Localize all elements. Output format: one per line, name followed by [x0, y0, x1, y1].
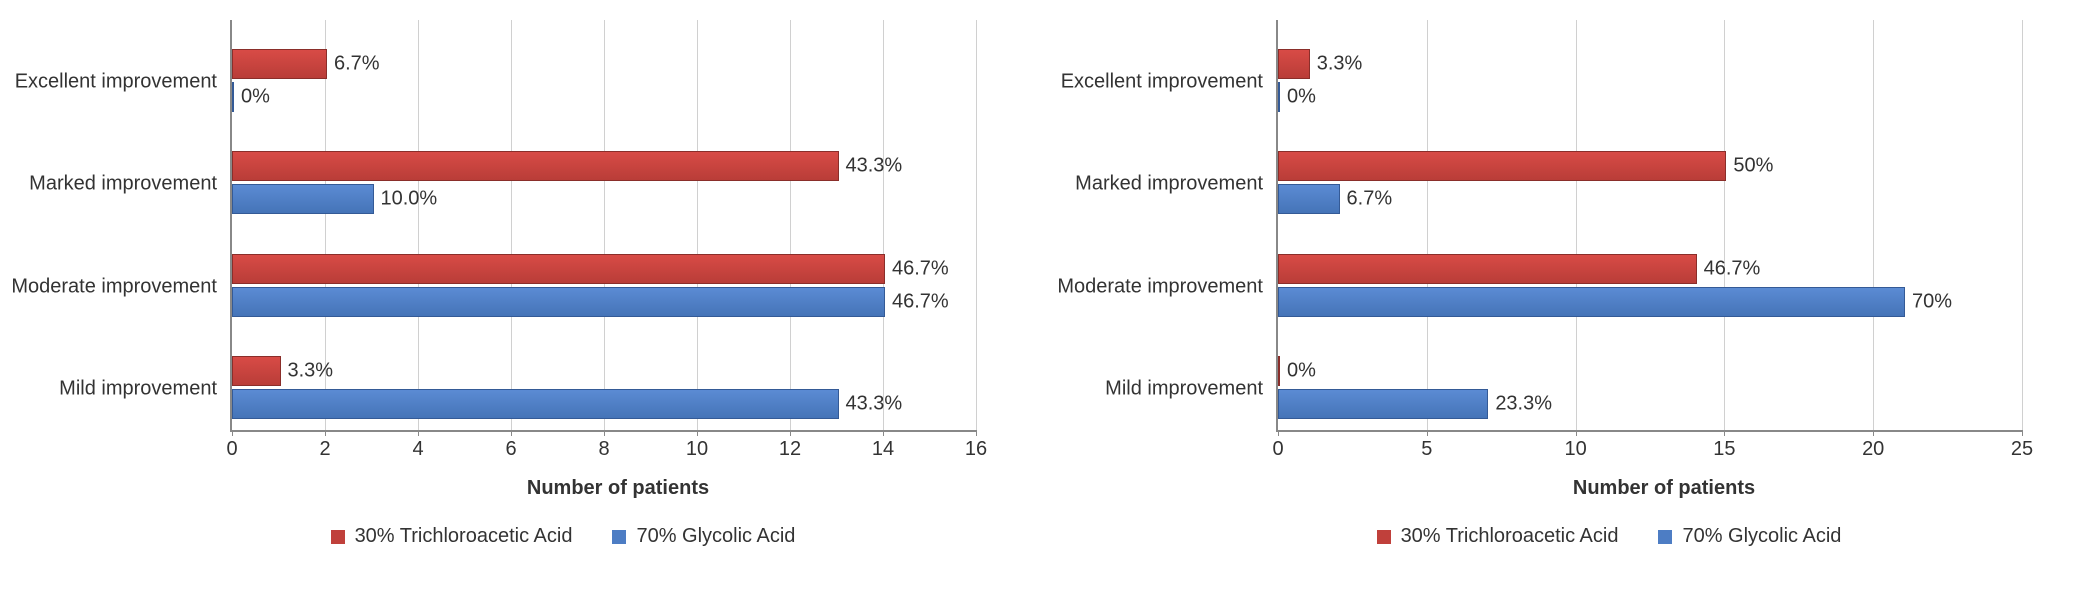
- category-marked: Marked improvement 50% 6.7%: [1278, 143, 2022, 225]
- category-excellent: Excellent improvement 6.7% 0%: [232, 41, 976, 123]
- legend-label: 70% Glycolic Acid: [1682, 525, 1841, 548]
- xtick: 5: [1421, 438, 1432, 461]
- legend-swatch-red: [331, 530, 345, 544]
- bar-tca-moderate: 46.7%: [1278, 254, 1697, 284]
- xtick: 10: [686, 438, 708, 461]
- xtick: 14: [872, 438, 894, 461]
- bar-ga-mild: 23.3%: [1278, 389, 1488, 419]
- bar-tca-mild: 3.3%: [232, 356, 281, 386]
- right-chart-area: Excellent improvement 3.3% 0% Marked imp…: [1276, 20, 2022, 432]
- x-axis-label: Number of patients: [230, 477, 1006, 500]
- left-chart-area: Excellent improvement 6.7% 0% Marked imp…: [230, 20, 976, 432]
- bar-ga-moderate: 70%: [1278, 287, 1905, 317]
- xtick: 10: [1564, 438, 1586, 461]
- bar-tca-moderate: 46.7%: [232, 254, 885, 284]
- bar-tca-excellent: 6.7%: [232, 49, 327, 79]
- bar-label: 70%: [1912, 290, 1952, 313]
- category-moderate: Moderate improvement 46.7% 70%: [1278, 246, 2022, 328]
- legend-item-tca: 30% Trichloroacetic Acid: [1377, 525, 1619, 548]
- bar-label: 50%: [1733, 155, 1773, 178]
- category-label: Marked improvement: [1075, 173, 1263, 196]
- category-label: Excellent improvement: [1061, 70, 1263, 93]
- xtick: 6: [505, 438, 516, 461]
- legend-item-ga: 70% Glycolic Acid: [612, 525, 795, 548]
- xtick: 12: [779, 438, 801, 461]
- xtick: 25: [2011, 438, 2033, 461]
- bar-label: 43.3%: [846, 393, 903, 416]
- bar-label: 46.7%: [892, 257, 949, 280]
- xtick: 4: [412, 438, 423, 461]
- legend-swatch-blue: [1658, 530, 1672, 544]
- legend-swatch-red: [1377, 530, 1391, 544]
- bar-ga-moderate: 46.7%: [232, 287, 885, 317]
- category-label: Mild improvement: [59, 378, 217, 401]
- left-chart-panel: Excellent improvement 6.7% 0% Marked imp…: [0, 0, 1046, 593]
- category-label: Excellent improvement: [15, 70, 217, 93]
- legend-item-tca: 30% Trichloroacetic Acid: [331, 525, 573, 548]
- category-excellent: Excellent improvement 3.3% 0%: [1278, 41, 2022, 123]
- legend-label: 30% Trichloroacetic Acid: [1401, 525, 1619, 548]
- xtick: 20: [1862, 438, 1884, 461]
- bar-ga-marked: 10.0%: [232, 184, 374, 214]
- bar-ga-marked: 6.7%: [1278, 184, 1340, 214]
- left-legend: 30% Trichloroacetic Acid 70% Glycolic Ac…: [120, 525, 1006, 548]
- legend-item-ga: 70% Glycolic Acid: [1658, 525, 1841, 548]
- bar-label: 3.3%: [288, 360, 334, 383]
- bar-label: 10.0%: [381, 188, 438, 211]
- category-mild: Mild improvement 3.3% 43.3%: [232, 348, 976, 430]
- bar-ga-excellent: 0%: [232, 82, 234, 112]
- bar-tca-excellent: 3.3%: [1278, 49, 1310, 79]
- xtick: 15: [1713, 438, 1735, 461]
- legend-label: 70% Glycolic Acid: [636, 525, 795, 548]
- charts-container: Excellent improvement 6.7% 0% Marked imp…: [0, 0, 2092, 593]
- xtick: 0: [226, 438, 237, 461]
- x-axis-label: Number of patients: [1276, 477, 2052, 500]
- bar-label: 0%: [1287, 360, 1316, 383]
- bar-tca-mild: 0%: [1278, 356, 1280, 386]
- bar-label: 46.7%: [1704, 257, 1761, 280]
- bar-label: 0%: [241, 85, 270, 108]
- xtick: 8: [598, 438, 609, 461]
- category-label: Mild improvement: [1105, 378, 1263, 401]
- bar-label: 6.7%: [334, 52, 380, 75]
- category-moderate: Moderate improvement 46.7% 46.7%: [232, 246, 976, 328]
- category-label: Moderate improvement: [1057, 275, 1263, 298]
- bar-tca-marked: 43.3%: [232, 151, 839, 181]
- right-legend: 30% Trichloroacetic Acid 70% Glycolic Ac…: [1166, 525, 2052, 548]
- bar-ga-mild: 43.3%: [232, 389, 839, 419]
- bar-label: 43.3%: [846, 155, 903, 178]
- category-marked: Marked improvement 43.3% 10.0%: [232, 143, 976, 225]
- xtick: 0: [1272, 438, 1283, 461]
- bar-tca-marked: 50%: [1278, 151, 1726, 181]
- category-label: Moderate improvement: [11, 275, 217, 298]
- bar-label: 23.3%: [1495, 393, 1552, 416]
- category-label: Marked improvement: [29, 173, 217, 196]
- xtick: 2: [319, 438, 330, 461]
- bar-ga-excellent: 0%: [1278, 82, 1280, 112]
- bar-label: 46.7%: [892, 290, 949, 313]
- right-chart-panel: Excellent improvement 3.3% 0% Marked imp…: [1046, 0, 2092, 593]
- legend-swatch-blue: [612, 530, 626, 544]
- bar-label: 6.7%: [1347, 188, 1393, 211]
- legend-label: 30% Trichloroacetic Acid: [355, 525, 573, 548]
- bar-label: 0%: [1287, 85, 1316, 108]
- xtick: 16: [965, 438, 987, 461]
- bar-label: 3.3%: [1317, 52, 1363, 75]
- category-mild: Mild improvement 0% 23.3%: [1278, 348, 2022, 430]
